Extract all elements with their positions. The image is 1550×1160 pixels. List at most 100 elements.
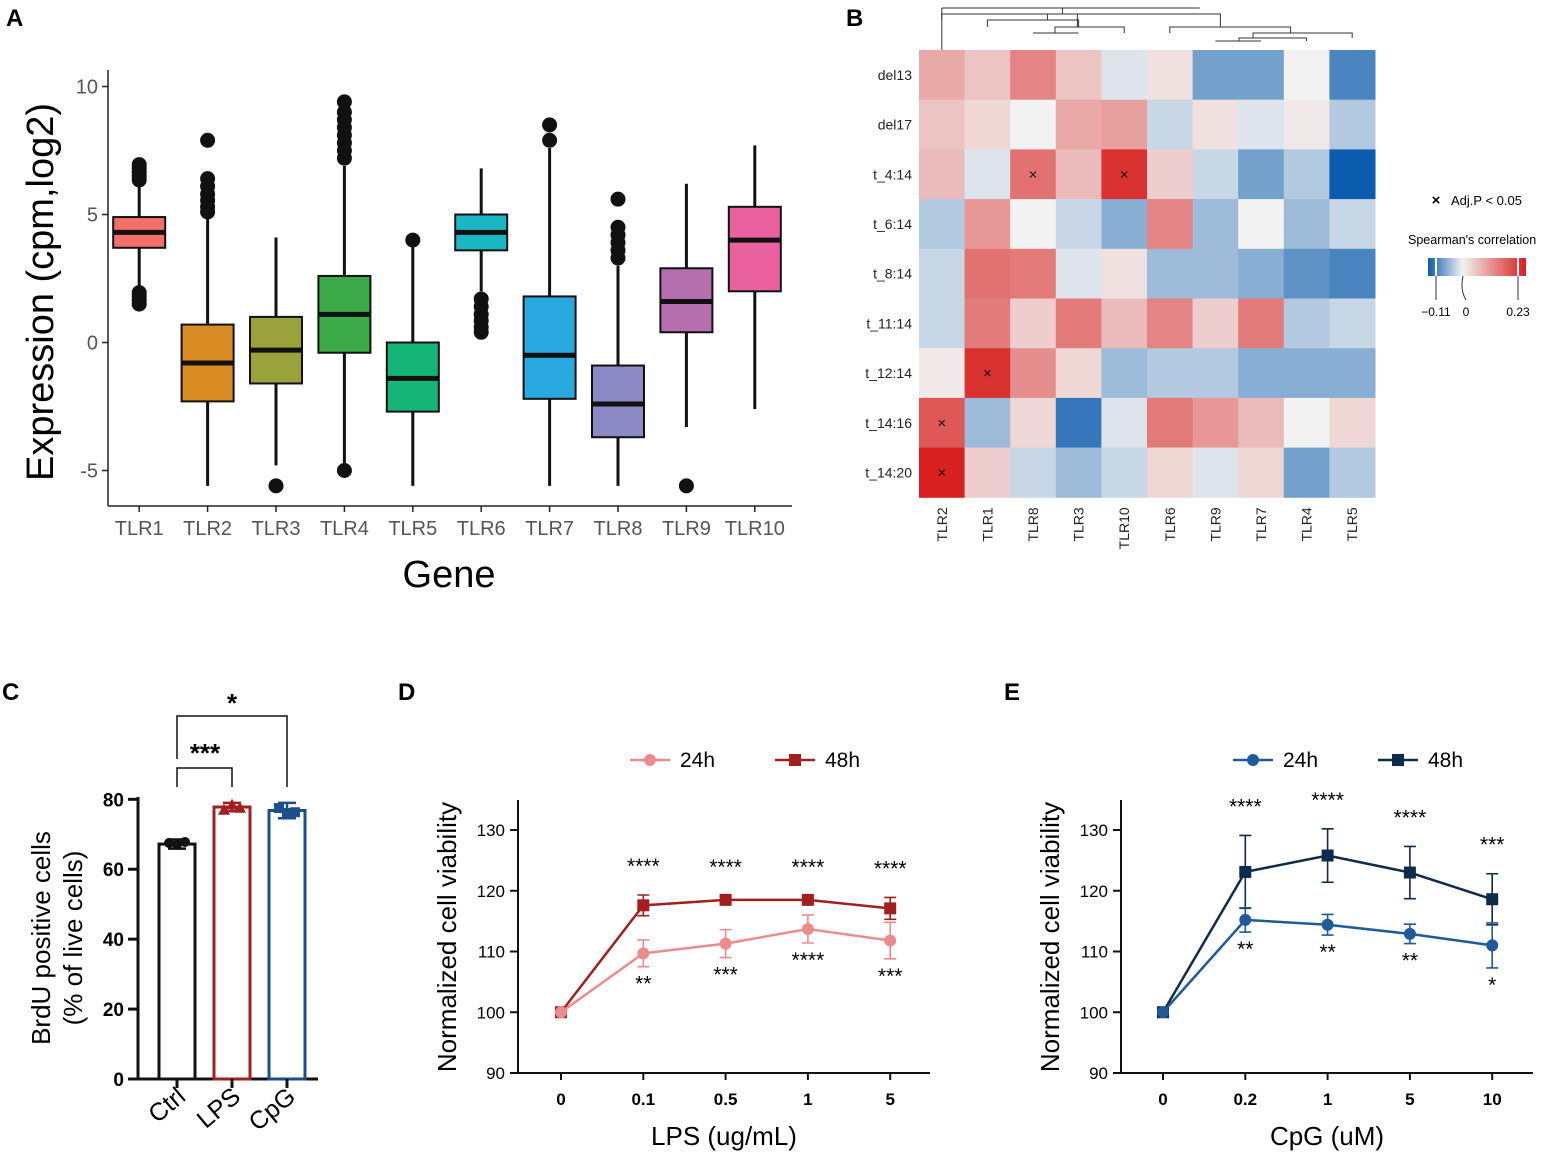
b-heatmap-cell	[1329, 50, 1376, 101]
d-x-tick-label: 5	[885, 1090, 894, 1109]
b-heatmap-cell	[1055, 99, 1102, 150]
d-point-24h	[637, 947, 650, 960]
b-column-label: TLR2	[934, 507, 950, 541]
e-legend-marker-48h	[1392, 754, 1404, 766]
c-y-tick-label: 40	[103, 930, 124, 951]
b-dendrogram-branch	[1252, 32, 1353, 38]
b-heatmap-cell	[1192, 50, 1239, 101]
b-heatmap-cell	[919, 149, 966, 200]
c-y-axis-title-line2: (% of live cells)	[58, 851, 88, 1026]
e-x-tick-label: 1	[1323, 1090, 1332, 1109]
c-data-point	[274, 803, 284, 814]
b-column-label: TLR3	[1071, 507, 1087, 541]
b-dendrogram-branch	[941, 13, 1048, 20]
c-data-point	[282, 807, 292, 818]
b-row-label: t_4:14	[873, 166, 912, 182]
b-dendrogram-branch	[1054, 26, 1125, 33]
b-legend-tick-label: 0	[1463, 305, 1470, 319]
b-heatmap-cell	[1010, 149, 1057, 200]
e-y-tick-label: 110	[1081, 943, 1108, 962]
b-legend-tick-label: 0.23	[1506, 305, 1530, 319]
d-significance-label: ***	[713, 964, 738, 987]
a-outlier-point	[131, 157, 147, 173]
b-heatmap-cell	[1283, 248, 1330, 299]
a-y-tick-label: 10	[76, 77, 98, 99]
b-heatmap-cell	[1101, 99, 1148, 150]
d-x-tick-label: 0	[556, 1090, 565, 1109]
a-y-tick-label: 0	[87, 333, 98, 355]
a-outlier-point	[336, 463, 352, 478]
e-y-axis-title: Normalized cell viability	[1035, 802, 1065, 1072]
c-data-point	[290, 807, 300, 818]
c-bar-ctrl	[157, 842, 197, 1081]
a-box-tlr10	[727, 205, 782, 293]
b-heatmap-cell	[1010, 248, 1057, 299]
c-significance-label: ***	[190, 738, 221, 768]
panel-label-b: B	[846, 5, 863, 32]
b-heatmap-cell	[1101, 149, 1148, 200]
e-x-tick-label: 0.2	[1233, 1090, 1257, 1109]
b-heatmap-cell	[1055, 348, 1102, 399]
e-significance-label: ***	[1480, 834, 1505, 857]
e-legend-marker-24h	[1247, 754, 1259, 766]
b-heatmap-cell	[1238, 348, 1285, 399]
b-heatmap-cell	[1329, 397, 1376, 449]
c-y-tick-label: 0	[113, 1070, 124, 1091]
b-heatmap-cell	[1283, 298, 1330, 349]
e-x-tick-label: 10	[1483, 1090, 1502, 1109]
d-x-tick-label: 1	[803, 1090, 812, 1109]
b-legend-color-bar	[1428, 258, 1526, 276]
b-heatmap-cell	[1283, 50, 1330, 101]
d-point-48h	[719, 893, 732, 906]
b-heatmap-cell	[1329, 149, 1376, 200]
b-heatmap-cell	[1010, 298, 1057, 349]
e-y-tick-label: 130	[1080, 821, 1108, 840]
a-x-tick-label: TLR8	[594, 518, 643, 540]
a-y-tick-label: 5	[87, 205, 98, 227]
e-point-48h	[1239, 865, 1252, 878]
e-significance-label: ****	[1229, 795, 1262, 818]
d-y-tick-label: 100	[477, 1003, 505, 1022]
b-heatmap-cell	[1147, 348, 1194, 399]
b-heatmap-cell	[919, 50, 966, 101]
b-row-label: del13	[878, 67, 912, 83]
c-significance-bracket	[176, 767, 233, 787]
d-y-axis-title: Normalized cell viability	[432, 802, 462, 1072]
b-heatmap-cell	[1329, 248, 1376, 299]
b-heatmap-cell	[1329, 298, 1376, 349]
b-heatmap-cell	[1238, 149, 1285, 200]
a-outlier-point	[268, 478, 284, 494]
b-row-label: t_11:14	[866, 315, 912, 331]
b-heatmap-cell	[1238, 248, 1285, 299]
b-heatmap-cell	[919, 248, 966, 299]
d-significance-label: ****	[709, 856, 742, 879]
d-y-tick-label: 120	[477, 882, 505, 901]
e-point-48h	[1403, 866, 1416, 879]
a-outlier-point	[678, 478, 694, 494]
b-heatmap-cell	[1147, 248, 1194, 299]
c-significance-label: *	[227, 688, 238, 718]
b-heatmap-cell	[919, 298, 966, 349]
b-heatmap-cell	[1010, 199, 1057, 250]
b-column-label: TLR6	[1162, 507, 1178, 541]
b-heatmap-cell	[1192, 397, 1239, 449]
d-significance-label: ****	[874, 857, 907, 880]
panel-a-boxplot: -5 0 5 10 TLR1 TLR2 TLR3 TLR4 TLR5 TLR6 TLR7 TLR8 TL…	[20, 70, 792, 596]
b-heatmap-cell	[1283, 149, 1330, 200]
d-point-48h	[637, 899, 650, 912]
b-significance-mark: ×	[1120, 166, 1129, 183]
b-heatmap-cell	[1055, 447, 1102, 498]
e-y-tick-label: 120	[1080, 882, 1108, 901]
a-x-tick-label: TLR4	[320, 518, 369, 540]
b-heatmap-cell	[1055, 50, 1102, 101]
b-heatmap-cell	[964, 248, 1011, 299]
b-legend-tick-label: −0.11	[1421, 305, 1451, 319]
b-row-label: t_6:14	[873, 216, 912, 232]
b-heatmap-cell	[919, 199, 966, 250]
a-x-tick-label: TLR2	[183, 518, 232, 540]
b-heatmap-cell	[1192, 149, 1239, 200]
d-point-24h	[555, 1006, 567, 1019]
b-heatmap-cell	[1283, 348, 1330, 399]
